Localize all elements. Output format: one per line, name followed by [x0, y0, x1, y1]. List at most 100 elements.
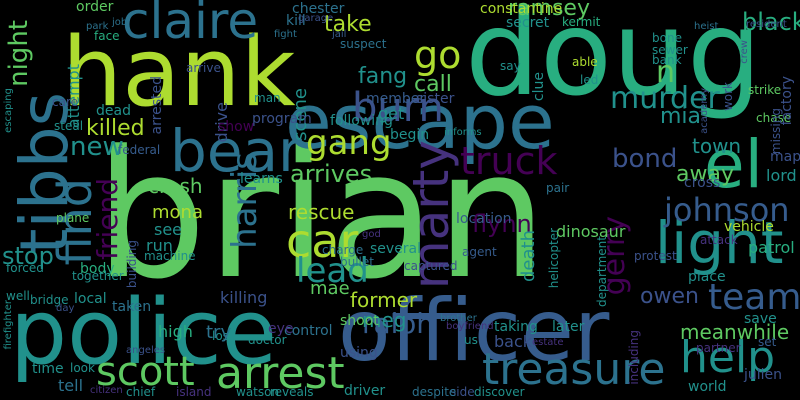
word-despite: despite [412, 385, 457, 399]
word-place: place [688, 269, 726, 285]
word-dead: dead [96, 103, 131, 119]
word-go: go [414, 33, 462, 77]
word-look: look [70, 361, 95, 375]
word-academy: academy [699, 88, 710, 134]
word-machine: machine [144, 249, 196, 263]
word-secret: secret [506, 15, 550, 31]
word-location: location [456, 211, 512, 227]
word-show: show [218, 119, 255, 135]
word-bullet: bullet [340, 255, 374, 269]
word-team: team [708, 277, 800, 318]
word-charge: charge [322, 243, 364, 257]
word-local: local [74, 291, 107, 307]
word-vehicle: vehicle [724, 219, 774, 235]
word-kill: kill [286, 13, 306, 29]
word-taking: taking [494, 319, 538, 335]
word-side: side [450, 385, 475, 399]
word-strike: strike [748, 83, 782, 97]
word-federal: federal [118, 143, 161, 157]
word-scott: scott [96, 349, 195, 395]
word-order: order [76, 0, 114, 15]
word-stop: stop [2, 242, 54, 270]
word-building: building [125, 240, 139, 289]
word-brian: brian [95, 113, 548, 318]
word-captured: captured [404, 259, 458, 273]
word-police: police [10, 280, 278, 385]
word-including: including [627, 330, 641, 385]
word-steal: steal [54, 119, 84, 133]
word-protest: protest [634, 249, 677, 263]
word-map: map [770, 149, 800, 165]
word-attack: attack [700, 233, 738, 247]
word-park: park [86, 21, 109, 32]
word-day: day [56, 303, 75, 314]
word-work: work [721, 82, 735, 112]
word-time: time [32, 361, 64, 377]
word-island: island [176, 385, 212, 399]
word-new: new [70, 132, 124, 162]
word-chester: chester [292, 1, 345, 17]
word-bone: bone [652, 31, 682, 45]
word-crash: crash [148, 174, 203, 198]
word-death: death [518, 230, 539, 282]
word-using: using [340, 345, 378, 361]
word-able: able [572, 55, 598, 69]
word-taken: taken [112, 299, 152, 315]
word-los: los [212, 329, 229, 343]
word-heist: heist [694, 21, 719, 32]
word-suspect: suspect [340, 37, 387, 51]
word-bridge: bridge [30, 293, 69, 307]
word-bear: bear [170, 117, 302, 185]
word-plane: plane [56, 211, 90, 225]
word-night: night [4, 20, 34, 87]
word-killing: killing [220, 288, 268, 307]
word-man: man [254, 91, 281, 105]
word-informs: informs [444, 127, 482, 138]
word-take: take [324, 12, 372, 37]
word-fight: fight [274, 29, 297, 40]
word-say: say [500, 59, 521, 73]
word-forced: forced [6, 261, 44, 275]
word-black: black [742, 8, 800, 36]
word-ralph: ralph [362, 307, 434, 340]
word-member: member [366, 91, 426, 107]
word-tell: tell [58, 376, 84, 395]
word-missing: missing [769, 108, 783, 155]
word-led: led [580, 73, 599, 87]
word-car: car [286, 214, 359, 268]
word-citizen: citizen [90, 385, 123, 396]
word-meanwhile: meanwhile [680, 320, 790, 344]
word-body: body [80, 261, 115, 277]
word-call: call [414, 72, 452, 97]
word-kermit: kermit [562, 15, 601, 29]
word-arrest: arrest [216, 348, 345, 399]
word-partner: partner [696, 341, 741, 355]
word-us: us [464, 333, 478, 347]
word-together: together [72, 269, 124, 283]
word-hank: hank [62, 18, 296, 128]
word-pair: pair [546, 181, 570, 195]
word-department: department [595, 236, 609, 307]
word-clue: clue [531, 72, 547, 102]
word-reveals: reveals [270, 385, 314, 399]
word-run: run [146, 236, 173, 255]
word-patrol: patrol [748, 238, 795, 257]
word-watson: watson [236, 385, 280, 399]
word-program: program [252, 111, 312, 127]
word-several: several [370, 241, 422, 257]
word-chase: chase [756, 111, 792, 125]
word-johnson: johnson [664, 191, 790, 229]
word-mae: mae [310, 278, 350, 299]
word-arrive: arrive [186, 61, 221, 75]
word-light: light [655, 209, 784, 277]
word-escaping: escaping [3, 88, 14, 133]
word-bank: bank [652, 53, 682, 67]
word-garage: garage [298, 13, 334, 24]
word-fang: fang [358, 64, 408, 89]
word-boyfriend: boyfriend [446, 321, 494, 332]
word-burn: burn [352, 85, 444, 131]
word-job: job [112, 17, 128, 28]
word-away: away [676, 162, 734, 187]
word-help: help [680, 332, 776, 383]
word-estate: estate [532, 337, 564, 348]
